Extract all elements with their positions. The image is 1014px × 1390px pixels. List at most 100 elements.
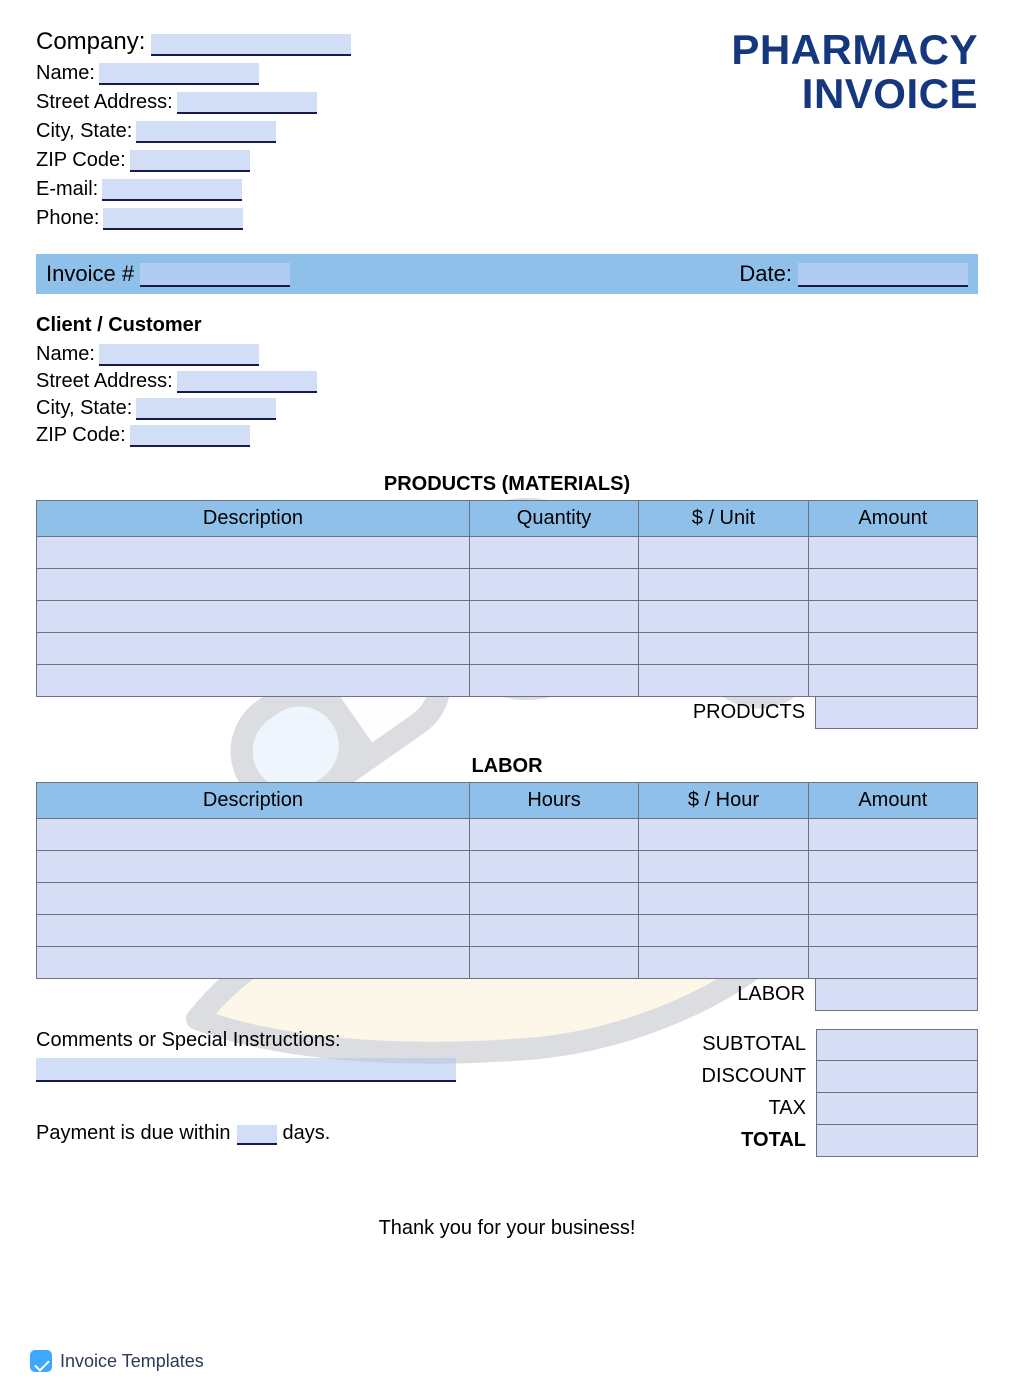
table-cell[interactable]	[469, 915, 638, 947]
table-cell[interactable]	[808, 633, 977, 665]
table-row	[37, 819, 978, 851]
table-cell[interactable]	[639, 947, 808, 979]
table-row	[37, 915, 978, 947]
company-info-block: Company: Name: Street Address: City, Sta…	[36, 28, 351, 236]
client-info-block: Name: Street Address: City, State: ZIP C…	[36, 343, 978, 447]
table-cell[interactable]	[639, 851, 808, 883]
total-label: TOTAL	[666, 1125, 816, 1157]
table-cell[interactable]	[37, 665, 470, 697]
table-cell[interactable]	[37, 537, 470, 569]
table-row	[37, 851, 978, 883]
tax-box[interactable]	[816, 1093, 978, 1125]
labor-table: Description Hours $ / Hour Amount	[36, 782, 978, 979]
brand-check-icon	[30, 1350, 52, 1372]
table-cell[interactable]	[808, 947, 977, 979]
thank-you-text: Thank you for your business!	[36, 1217, 978, 1240]
subtotal-box[interactable]	[816, 1029, 978, 1061]
table-cell[interactable]	[808, 883, 977, 915]
products-col-unit-price: $ / Unit	[639, 501, 808, 537]
company-zip-input[interactable]	[130, 150, 250, 172]
labor-col-rate: $ / Hour	[639, 783, 808, 819]
table-cell[interactable]	[37, 569, 470, 601]
table-cell[interactable]	[808, 569, 977, 601]
company-name-input[interactable]	[99, 63, 259, 85]
client-name-label: Name:	[36, 343, 95, 366]
table-cell[interactable]	[808, 819, 977, 851]
labor-body	[37, 819, 978, 979]
invoice-date-input[interactable]	[798, 263, 968, 287]
payment-prefix: Payment is due within	[36, 1122, 231, 1145]
invoice-number-input[interactable]	[140, 263, 290, 287]
table-row	[37, 633, 978, 665]
invoice-bar: Invoice # Date:	[36, 254, 978, 294]
table-cell[interactable]	[469, 883, 638, 915]
table-cell[interactable]	[37, 947, 470, 979]
discount-box[interactable]	[816, 1061, 978, 1093]
company-email-label: E-mail:	[36, 178, 98, 201]
products-col-quantity: Quantity	[469, 501, 638, 537]
table-cell[interactable]	[808, 665, 977, 697]
tax-label: TAX	[666, 1093, 816, 1125]
invoice-date-label: Date:	[739, 261, 792, 287]
table-cell[interactable]	[639, 665, 808, 697]
company-input[interactable]	[151, 34, 351, 56]
labor-col-amount: Amount	[808, 783, 977, 819]
table-cell[interactable]	[469, 537, 638, 569]
table-cell[interactable]	[37, 633, 470, 665]
company-street-label: Street Address:	[36, 91, 173, 114]
table-row	[37, 665, 978, 697]
payment-suffix: days.	[283, 1122, 331, 1145]
products-col-amount: Amount	[808, 501, 977, 537]
company-label: Company:	[36, 28, 145, 56]
products-body	[37, 537, 978, 697]
table-cell[interactable]	[469, 601, 638, 633]
company-name-label: Name:	[36, 62, 95, 85]
table-cell[interactable]	[808, 537, 977, 569]
table-cell[interactable]	[639, 819, 808, 851]
labor-title: LABOR	[36, 755, 978, 778]
comments-input[interactable]	[36, 1058, 456, 1082]
client-name-input[interactable]	[99, 344, 259, 366]
company-city-label: City, State:	[36, 120, 132, 143]
table-cell[interactable]	[37, 851, 470, 883]
table-cell[interactable]	[639, 569, 808, 601]
table-cell[interactable]	[37, 819, 470, 851]
products-subtotal-box[interactable]	[815, 697, 978, 729]
client-street-input[interactable]	[177, 371, 317, 393]
payment-days-input[interactable]	[237, 1125, 277, 1145]
footer-text: Invoice Templates	[60, 1351, 204, 1372]
table-cell[interactable]	[808, 915, 977, 947]
products-table: Description Quantity $ / Unit Amount	[36, 500, 978, 697]
company-street-input[interactable]	[177, 92, 317, 114]
labor-subtotal-box[interactable]	[815, 979, 978, 1011]
table-cell[interactable]	[639, 915, 808, 947]
table-cell[interactable]	[37, 601, 470, 633]
company-phone-label: Phone:	[36, 207, 99, 230]
table-cell[interactable]	[808, 851, 977, 883]
subtotal-label: SUBTOTAL	[666, 1029, 816, 1061]
table-cell[interactable]	[37, 915, 470, 947]
client-city-input[interactable]	[136, 398, 276, 420]
invoice-number-label: Invoice #	[46, 261, 134, 287]
total-box[interactable]	[816, 1125, 978, 1157]
products-col-description: Description	[37, 501, 470, 537]
table-cell[interactable]	[639, 601, 808, 633]
table-cell[interactable]	[469, 851, 638, 883]
table-cell[interactable]	[469, 665, 638, 697]
table-cell[interactable]	[639, 537, 808, 569]
table-cell[interactable]	[639, 633, 808, 665]
table-cell[interactable]	[469, 633, 638, 665]
table-cell[interactable]	[469, 947, 638, 979]
table-cell[interactable]	[469, 569, 638, 601]
client-zip-input[interactable]	[130, 425, 250, 447]
company-city-input[interactable]	[136, 121, 276, 143]
labor-col-description: Description	[37, 783, 470, 819]
table-cell[interactable]	[469, 819, 638, 851]
footer-brand: Invoice Templates	[30, 1350, 204, 1372]
company-phone-input[interactable]	[103, 208, 243, 230]
table-cell[interactable]	[37, 883, 470, 915]
table-row	[37, 947, 978, 979]
table-cell[interactable]	[639, 883, 808, 915]
table-cell[interactable]	[808, 601, 977, 633]
company-email-input[interactable]	[102, 179, 242, 201]
